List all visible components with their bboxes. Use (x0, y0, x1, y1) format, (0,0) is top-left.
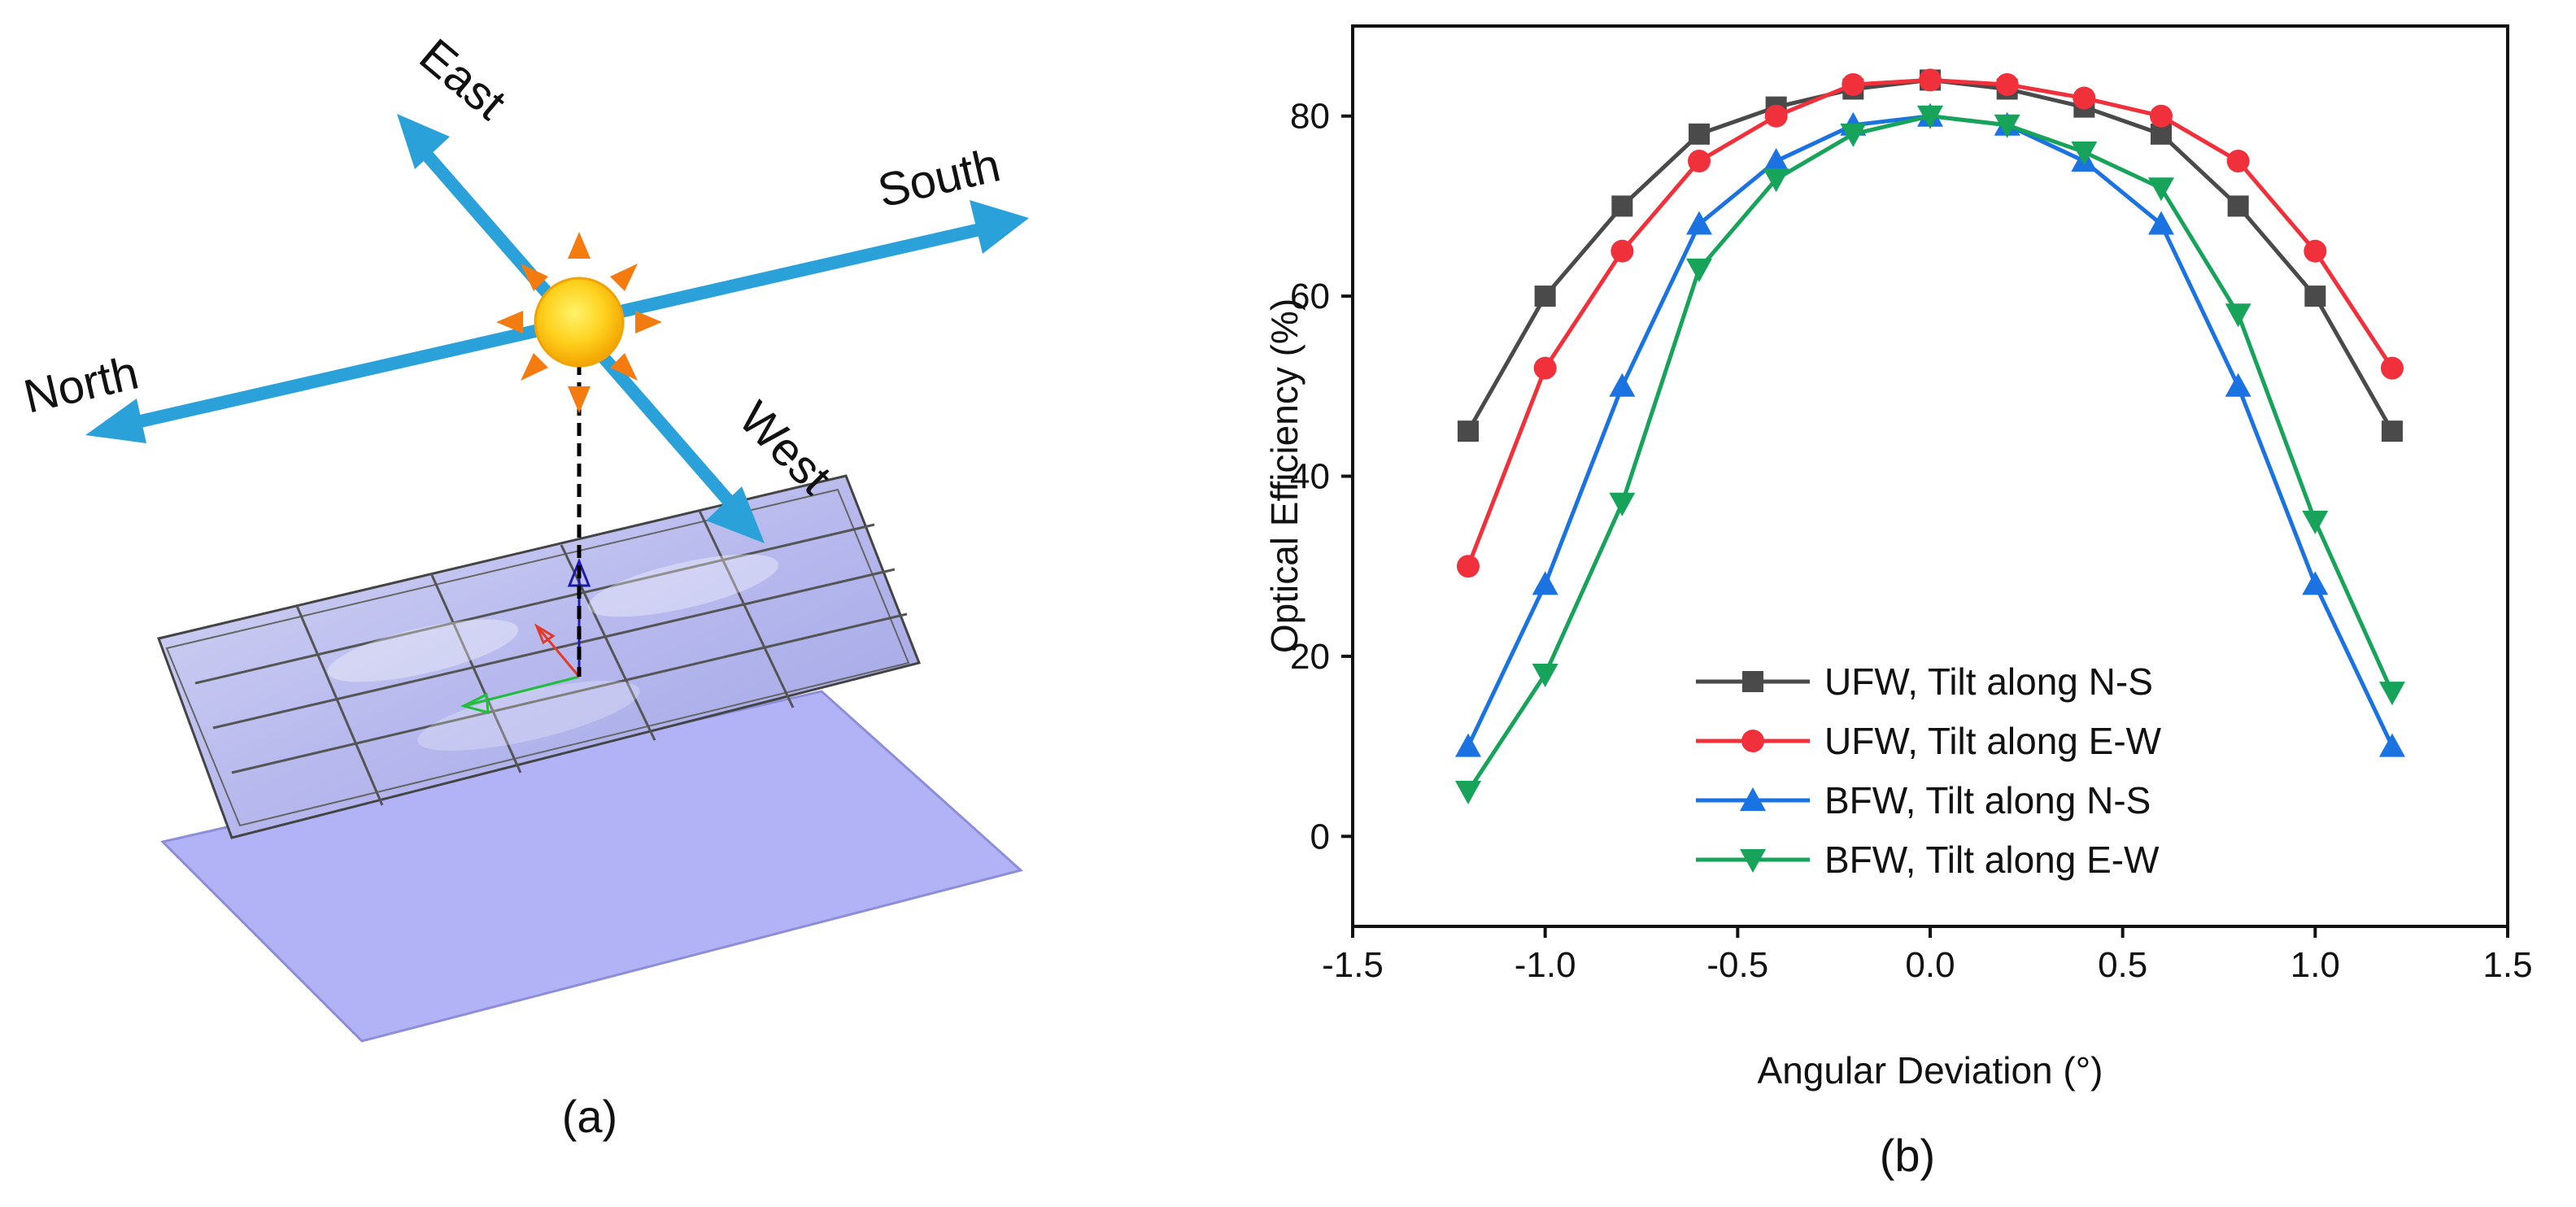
x-tick-label: -1.0 (1515, 945, 1576, 985)
legend-marker (1742, 671, 1763, 692)
legend-item: UFW, Tilt along E-W (1696, 720, 2162, 762)
series-line (1466, 77, 2395, 568)
data-point (2302, 571, 2329, 595)
data-point (1689, 123, 1710, 145)
east-label: East (410, 28, 517, 129)
legend-item: BFW, Tilt along E-W (1696, 839, 2160, 881)
optical-efficiency-chart: -1.5 -1.0 -0.5 0.0 0.5 1.0 1.5 0 20 40 60 80 UFW, … (1263, 24, 2533, 1181)
data-point (1764, 104, 1788, 128)
solar-panel-array (157, 474, 922, 839)
data-point (2150, 104, 2173, 128)
data-point (2302, 510, 2329, 534)
data-point (1458, 420, 1479, 442)
y-tick-label: 60 (1290, 277, 1330, 316)
data-point (2073, 86, 2096, 110)
legend-label: BFW, Tilt along N-S (1824, 779, 2151, 821)
x-tick-label: -1.5 (1322, 945, 1384, 985)
data-point (2148, 177, 2174, 202)
legend-marker (1740, 849, 1766, 873)
data-point (1609, 373, 1636, 397)
data-point (1534, 285, 1556, 307)
x-axis: -1.5 -1.0 -0.5 0.0 0.5 1.0 1.5 (1322, 926, 2533, 985)
legend-item: UFW, Tilt along N-S (1696, 660, 2153, 703)
data-point (1455, 780, 1481, 804)
data-point (1455, 733, 1481, 757)
legend: UFW, Tilt along N-S UFW, Tilt along E-W BF… (1696, 660, 2162, 881)
data-point (1533, 356, 1557, 380)
data-point (1457, 555, 1480, 578)
data-point (2381, 356, 2404, 380)
panel-a-label: (a) (562, 1091, 617, 1142)
legend-marker (1740, 787, 1766, 811)
data-point (1688, 150, 1711, 173)
legend-label: UFW, Tilt along N-S (1824, 660, 2153, 703)
x-tick-label: 1.5 (2482, 945, 2532, 985)
series-1 (1457, 68, 2404, 578)
x-tick-label: 0.0 (1905, 945, 1955, 985)
data-point (2225, 373, 2251, 397)
legend-marker (1741, 730, 1764, 752)
series-3 (1455, 105, 2405, 804)
series-line (1466, 77, 2395, 433)
panel-b-label: (b) (1880, 1130, 1935, 1181)
y-tick-label: 80 (1290, 97, 1330, 137)
data-point (2304, 285, 2326, 307)
data-point (1686, 211, 1712, 235)
y-tick-label: 20 (1290, 637, 1330, 677)
series-line (1466, 114, 2395, 747)
data-point (2304, 239, 2327, 263)
data-point (1994, 114, 2020, 138)
data-point (1686, 258, 1712, 282)
y-tick-label: 0 (1310, 817, 1330, 856)
data-point (1840, 123, 1867, 147)
legend-item: BFW, Tilt along N-S (1696, 779, 2151, 821)
data-point (1919, 68, 1942, 92)
data-point (1532, 664, 1558, 688)
data-point (1611, 239, 1634, 263)
legend-label: UFW, Tilt along E-W (1824, 720, 2162, 762)
y-axis: 0 20 40 60 80 (1290, 97, 1353, 856)
x-tick-label: -0.5 (1706, 945, 1768, 985)
x-tick-label: 1.0 (2291, 945, 2340, 985)
data-point (2379, 682, 2405, 706)
data-point (2227, 195, 2249, 217)
x-axis-title: Angular Deviation (°) (1758, 1049, 2103, 1092)
series-layer (1455, 68, 2405, 804)
y-tick-label: 40 (1290, 457, 1330, 497)
sun-icon (496, 232, 662, 413)
data-point (1842, 72, 1865, 96)
data-point (1609, 492, 1636, 516)
series-2 (1455, 102, 2405, 757)
data-point (1763, 168, 1789, 193)
data-point (1763, 148, 1789, 172)
legend-label: BFW, Tilt along E-W (1824, 839, 2160, 881)
data-point (2071, 141, 2098, 165)
x-tick-label: 0.5 (2098, 945, 2147, 985)
y-axis-title: Optical Efficiency (%) (1263, 298, 1305, 653)
data-point (2225, 303, 2251, 328)
data-point (1917, 105, 1943, 129)
data-point (2226, 150, 2250, 173)
data-point (1611, 195, 1633, 217)
data-point (1532, 571, 1558, 595)
panel-a-diagram: East South North West (a) (19, 28, 1029, 1142)
data-point (1995, 72, 2019, 96)
data-point (2382, 420, 2403, 442)
data-point (2148, 211, 2174, 235)
data-point (2379, 733, 2405, 757)
